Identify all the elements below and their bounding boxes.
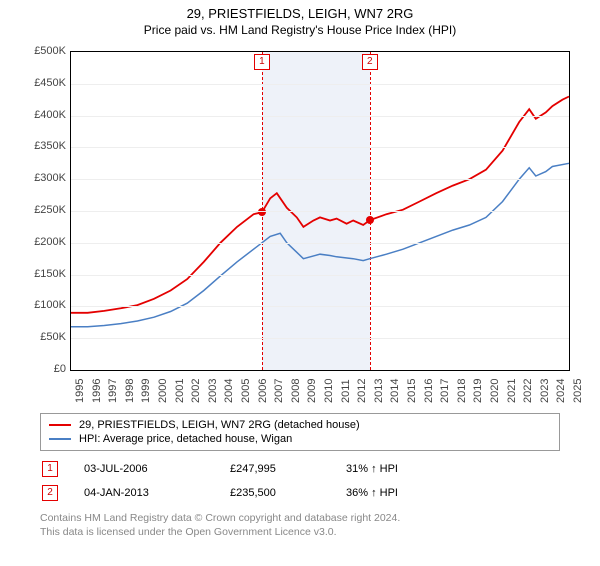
x-axis-label: 2013 xyxy=(373,379,385,403)
y-axis-label: £200K xyxy=(34,236,66,248)
y-axis-label: £350K xyxy=(34,140,66,152)
x-axis-label: 1998 xyxy=(124,379,136,403)
x-axis-label: 2004 xyxy=(223,379,235,403)
x-axis-label: 1996 xyxy=(91,379,103,403)
y-axis-label: £150K xyxy=(34,268,66,280)
row-index-box: 2 xyxy=(42,485,58,501)
x-axis-label: 2019 xyxy=(472,379,484,403)
gridline xyxy=(71,338,569,339)
x-axis-label: 2001 xyxy=(174,379,186,403)
gridline xyxy=(71,275,569,276)
row-pct: 31% ↑ HPI xyxy=(346,463,436,475)
footnote-line: Contains HM Land Registry data © Crown c… xyxy=(40,511,560,525)
x-axis-label: 2015 xyxy=(406,379,418,403)
transactions-table: 1 03-JUL-2006 £247,995 31% ↑ HPI 2 04-JA… xyxy=(40,457,560,505)
legend-swatch xyxy=(49,424,71,426)
y-axis-label: £500K xyxy=(34,45,66,57)
x-axis-label: 2014 xyxy=(389,379,401,403)
y-axis-label: £250K xyxy=(34,204,66,216)
row-date: 04-JAN-2013 xyxy=(84,487,204,499)
x-axis-label: 2006 xyxy=(257,379,269,403)
x-axis-label: 2021 xyxy=(506,379,518,403)
plot-area: 1 2 xyxy=(70,51,570,371)
x-axis-label: 2003 xyxy=(207,379,219,403)
row-pct: 36% ↑ HPI xyxy=(346,487,436,499)
row-date: 03-JUL-2006 xyxy=(84,463,204,475)
page-subtitle: Price paid vs. HM Land Registry's House … xyxy=(0,23,600,37)
gridline xyxy=(71,116,569,117)
x-axis-label: 2008 xyxy=(290,379,302,403)
x-axis-label: 1999 xyxy=(140,379,152,403)
x-axis-label: 2005 xyxy=(240,379,252,403)
x-axis-label: 1997 xyxy=(107,379,119,403)
x-axis-label: 2017 xyxy=(439,379,451,403)
event-marker-1: 1 xyxy=(254,54,270,70)
table-row: 1 03-JUL-2006 £247,995 31% ↑ HPI xyxy=(40,457,560,481)
x-axis-label: 2022 xyxy=(522,379,534,403)
legend-swatch xyxy=(49,438,71,440)
chart-container: 1 2 £0 £50K £100K £150K £200K £250K £300K £350K… xyxy=(20,41,580,411)
x-axis-label: 2018 xyxy=(456,379,468,403)
x-axis-label: 2012 xyxy=(356,379,368,403)
gridline xyxy=(71,243,569,244)
y-axis-label: £300K xyxy=(34,172,66,184)
y-axis-label: £400K xyxy=(34,109,66,121)
footnote: Contains HM Land Registry data © Crown c… xyxy=(40,511,560,539)
gridline xyxy=(71,84,569,85)
x-axis-label: 2020 xyxy=(489,379,501,403)
gridline xyxy=(71,179,569,180)
gridline xyxy=(71,211,569,212)
x-axis-label: 2011 xyxy=(340,379,352,403)
y-axis-label: £450K xyxy=(34,77,66,89)
gridline xyxy=(71,306,569,307)
data-point-1 xyxy=(258,208,266,216)
x-axis-label: 2007 xyxy=(273,379,285,403)
legend-label: HPI: Average price, detached house, Wiga… xyxy=(79,433,292,445)
x-axis-label: 2025 xyxy=(572,379,584,403)
x-axis-label: 2024 xyxy=(555,379,567,403)
row-price: £247,995 xyxy=(230,463,320,475)
y-axis-label: £100K xyxy=(34,299,66,311)
x-axis-label: 2016 xyxy=(423,379,435,403)
series-price_paid xyxy=(71,97,569,313)
y-axis-label: £50K xyxy=(40,331,66,343)
page-title: 29, PRIESTFIELDS, LEIGH, WN7 2RG xyxy=(0,6,600,21)
legend-label: 29, PRIESTFIELDS, LEIGH, WN7 2RG (detach… xyxy=(79,419,360,431)
x-axis-label: 2000 xyxy=(157,379,169,403)
x-axis-label: 2023 xyxy=(539,379,551,403)
row-index-box: 1 xyxy=(42,461,58,477)
y-axis-label: £0 xyxy=(54,363,66,375)
legend-row: 29, PRIESTFIELDS, LEIGH, WN7 2RG (detach… xyxy=(49,418,551,432)
footnote-line: This data is licensed under the Open Gov… xyxy=(40,525,560,539)
legend-box: 29, PRIESTFIELDS, LEIGH, WN7 2RG (detach… xyxy=(40,413,560,451)
data-point-2 xyxy=(366,216,374,224)
gridline xyxy=(71,147,569,148)
table-row: 2 04-JAN-2013 £235,500 36% ↑ HPI xyxy=(40,481,560,505)
x-axis-label: 2009 xyxy=(306,379,318,403)
x-axis-label: 2002 xyxy=(190,379,202,403)
x-axis-label: 2010 xyxy=(323,379,335,403)
legend-row: HPI: Average price, detached house, Wiga… xyxy=(49,432,551,446)
event-marker-2: 2 xyxy=(362,54,378,70)
x-axis-label: 1995 xyxy=(74,379,86,403)
row-price: £235,500 xyxy=(230,487,320,499)
